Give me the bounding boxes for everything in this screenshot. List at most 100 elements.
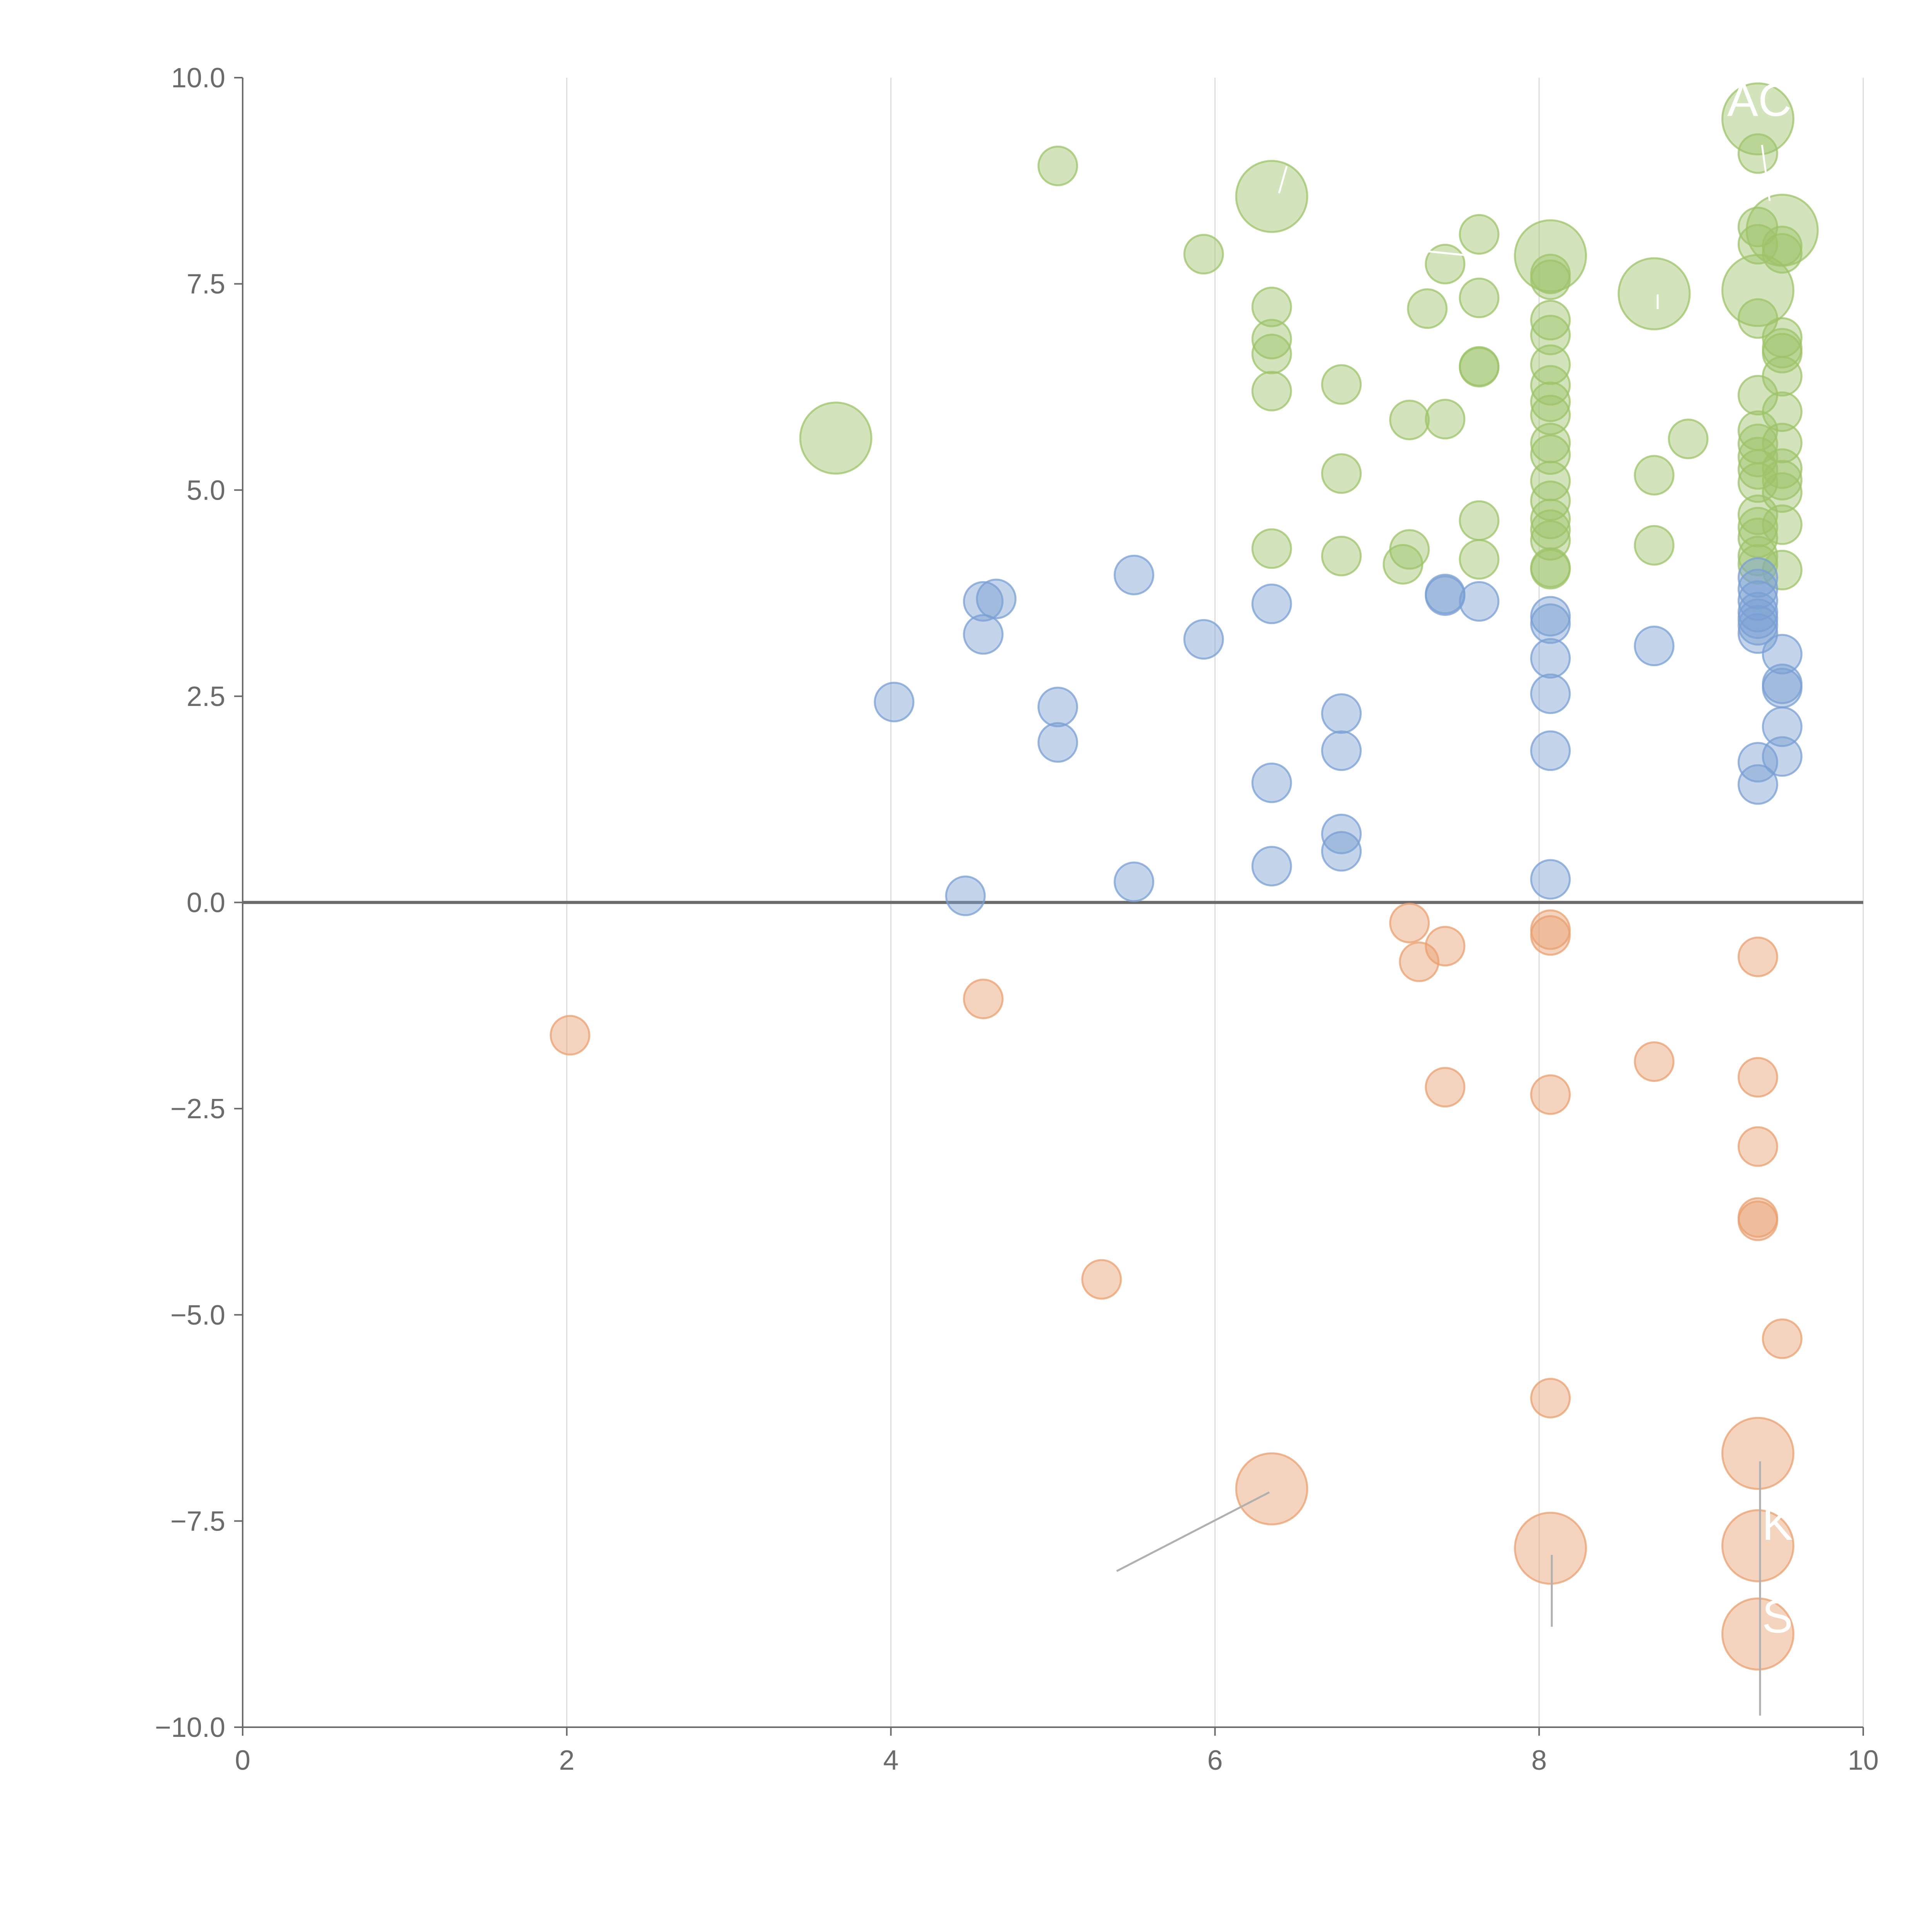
bubble-point-mid — [1737, 613, 1778, 654]
bubble-point-mid — [1762, 736, 1803, 777]
annotation-layer: AC K S — [1116, 74, 1793, 1716]
y-tick-label: 2.5 — [187, 681, 225, 712]
bubble-point-mid — [1321, 813, 1362, 854]
y-tick-label: 10.0 — [171, 63, 225, 94]
bubble-point-low — [1389, 903, 1430, 944]
bubble-point-high — [1634, 455, 1675, 496]
bubble-point-high — [1251, 319, 1292, 360]
bubble-point-mid — [1737, 568, 1778, 609]
bubble-point-mid — [963, 614, 1004, 655]
bubble-point-mid — [1530, 603, 1571, 644]
bubble-point-high — [1530, 259, 1571, 300]
bubble-point-mid — [1737, 605, 1778, 646]
bubble-point-high — [1425, 399, 1466, 440]
bubble-point-mid — [1737, 557, 1778, 598]
bubble-label: K — [1762, 1498, 1793, 1550]
x-tick-label: 10 — [1848, 1745, 1879, 1776]
leader-line — [1278, 166, 1288, 194]
bubble-point-mid — [874, 682, 915, 723]
bubble-point-high — [1530, 315, 1571, 355]
bubble-point-high — [1762, 460, 1803, 501]
bubble-point-high — [1183, 234, 1224, 275]
bubble-point-mid — [1530, 730, 1571, 771]
bubble-point-low — [1737, 1057, 1778, 1098]
bubble-point-high — [799, 401, 872, 475]
bubble-point-low — [1762, 1318, 1803, 1359]
bubble-point-high — [1459, 500, 1500, 541]
y-tick-label: 7.5 — [187, 269, 225, 300]
leader-line — [1425, 250, 1465, 256]
bubble-label: AC — [1727, 74, 1792, 126]
bubble-point-low — [1634, 1041, 1675, 1082]
bubble-point-low — [1721, 1509, 1794, 1582]
bubble-point-low — [1425, 926, 1466, 967]
x-tick-label: 4 — [883, 1745, 899, 1776]
bubble-point-high — [1530, 344, 1571, 385]
bubble-point-high — [1389, 400, 1430, 440]
bubble-point-high — [1762, 333, 1803, 374]
bubble-point-mid — [1530, 638, 1571, 679]
bubble-point-mid — [1251, 583, 1292, 624]
bubble-point-mid — [1114, 554, 1155, 595]
bubble-point-low — [1721, 1417, 1794, 1490]
y-tick-label: −10.0 — [155, 1712, 225, 1743]
bubble-point-mid — [1737, 764, 1778, 805]
bubble-point-high — [1459, 347, 1500, 388]
bubble-point-high — [1530, 381, 1571, 422]
bubble-point-low — [1737, 1126, 1778, 1167]
bubble-point-high — [1383, 544, 1423, 585]
x-tick-label: 0 — [235, 1745, 250, 1776]
bubble-point-high — [1668, 418, 1709, 459]
bubble-point-high — [1530, 549, 1571, 590]
bubble-point-high — [1634, 525, 1675, 566]
bubble-point-mid — [1530, 859, 1571, 900]
bubble-point-mid — [1183, 619, 1224, 660]
bubble-point-mid — [1459, 581, 1500, 622]
bubble-point-high — [1037, 145, 1078, 186]
bubble-point-low — [1425, 1067, 1466, 1108]
bubble-point-high — [1737, 544, 1778, 585]
leader-line — [1761, 145, 1771, 201]
bubble-point-mid — [1762, 668, 1803, 709]
x-tick-label: 8 — [1531, 1745, 1547, 1776]
y-tick-label: −5.0 — [170, 1300, 225, 1331]
bubble-point-high — [1530, 300, 1571, 341]
bubble-point-low — [1081, 1259, 1122, 1300]
bubble-point-high — [1617, 257, 1691, 330]
x-tick-label: 2 — [559, 1745, 575, 1776]
y-tick-label: 0.0 — [187, 888, 225, 918]
bubble-point-high — [1321, 453, 1362, 494]
bubble-point-low — [1399, 941, 1440, 982]
bubble-point-mid — [1321, 693, 1362, 734]
y-tick-label: −7.5 — [170, 1506, 225, 1537]
bubble-point-high — [1459, 214, 1500, 255]
bubble-point-high — [1737, 375, 1778, 416]
bubble-point-high — [1235, 160, 1308, 233]
bubble-point-low — [1530, 1074, 1571, 1115]
bubble-point-mid — [1321, 831, 1362, 872]
bubble-point-high — [1737, 133, 1778, 174]
bubble-point-mid — [945, 875, 986, 916]
bubble-point-mid — [1762, 706, 1803, 747]
bubble-point-mid — [976, 578, 1017, 619]
bubble-point-mid — [1737, 580, 1778, 621]
bubble-point-high — [1721, 254, 1794, 327]
bubble-label: S — [1762, 1591, 1793, 1643]
y-tick-label: 5.0 — [187, 475, 225, 506]
bubble-point-mid — [1114, 861, 1155, 902]
bubble-point-high — [1321, 536, 1362, 577]
bubble-point-high — [1251, 371, 1292, 412]
bubble-point-mid — [963, 581, 1004, 622]
bubble-point-high — [1251, 528, 1292, 569]
bubble-point-high — [1459, 277, 1500, 318]
bubble-point-low — [549, 1015, 590, 1056]
x-tick-label: 6 — [1207, 1745, 1223, 1776]
bubble-point-low — [1530, 915, 1571, 956]
bubble-point-mid — [1037, 687, 1078, 728]
bubble-point-low — [1737, 1200, 1778, 1241]
bubble-point-high — [1459, 539, 1500, 580]
bubble-point-high — [1737, 494, 1778, 535]
axes-layer: 0 2 4 6 8 10 10.0 7.5 5.0 2.5 0.0 −2.5 −5.0 −7.5 −10.0 — [155, 63, 1879, 1776]
bubble-point-low — [1530, 1378, 1571, 1418]
